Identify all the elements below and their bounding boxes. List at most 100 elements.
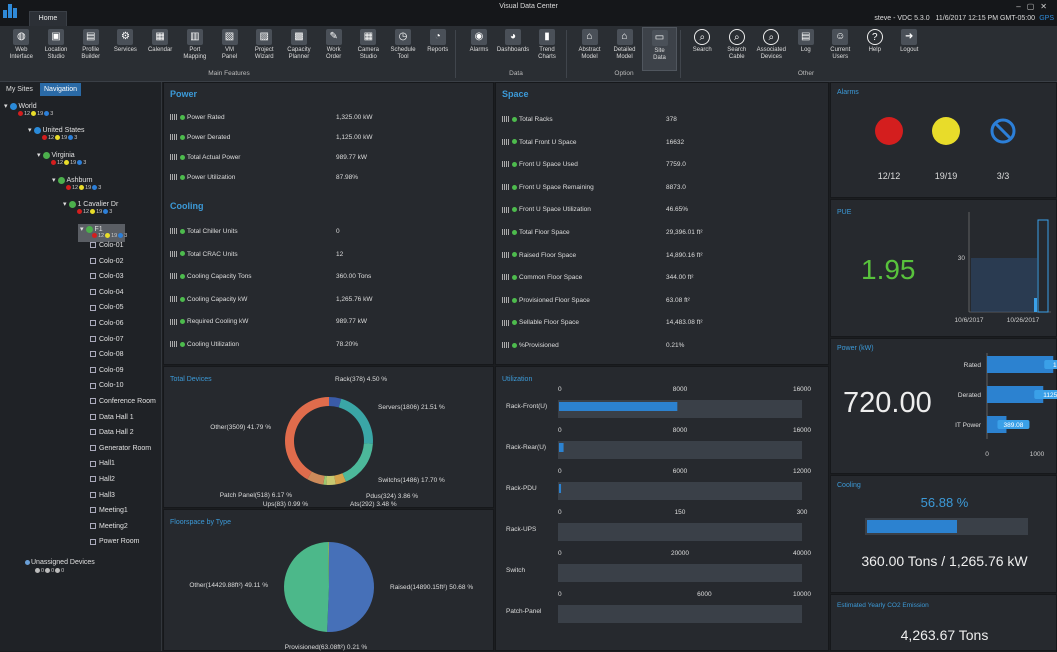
tree-node-f1[interactable]: ▾ F1 [78,224,125,242]
tree-node-unassigned[interactable]: Unassigned Devices [24,559,95,566]
user-button[interactable]: ☺ Current Users [823,27,858,71]
space-metric-row[interactable]: Total Front U Space [502,139,576,146]
tree-room-item[interactable]: Colo-01 [90,242,124,249]
expand-chevron-icon[interactable]: ▾ [37,152,43,159]
tree-node-world[interactable]: ▾ World [4,102,37,110]
mini-chart-icon[interactable] [170,114,178,121]
alarm-button[interactable]: ◉ Alarms [462,27,496,71]
mini-chart-icon[interactable] [502,342,510,349]
space-metric-row[interactable]: Common Floor Space [502,274,582,281]
space-metric-row[interactable]: Total Floor Space [502,229,570,236]
tree-room-item[interactable]: Colo-08 [90,351,124,358]
mini-chart-icon[interactable] [170,341,178,348]
donut-slice[interactable] [323,475,327,485]
power-bar[interactable] [987,356,1054,373]
donut-slice[interactable] [334,473,346,485]
mini-chart-icon[interactable] [170,296,178,303]
clock-button[interactable]: ◷ Schedule Tool [386,27,421,71]
space-metric-row[interactable]: Raised Floor Space [502,252,576,259]
mini-chart-icon[interactable] [502,319,510,326]
power-metric-row[interactable]: Power Derated [170,134,230,141]
power-metric-row[interactable]: Power Utilization [170,174,235,181]
pie-button[interactable]: ◔ Reports [420,27,455,71]
cooling-metric-row[interactable]: Cooling Capacity Tons [170,273,252,280]
tree-node-us[interactable]: ▾ United States [28,126,85,134]
mini-chart-icon[interactable] [170,273,178,280]
search-button[interactable]: ⌕ Search [685,27,720,71]
space-metric-row[interactable]: Front U Space Remaining [502,184,594,191]
util-bar-fill[interactable] [559,402,678,411]
donut-slice[interactable] [326,475,336,485]
cooling-metric-row[interactable]: Cooling Utilization [170,341,239,348]
tree-room-item[interactable]: Colo-05 [90,304,124,311]
help-button[interactable]: ? Help [858,27,893,71]
workorder-button[interactable]: ✎ Work Order [316,27,351,71]
calendar-button[interactable]: ▦ Calendar [143,27,178,71]
tree-room-item[interactable]: Colo-04 [90,289,124,296]
pie-slice[interactable] [328,542,329,587]
port-button[interactable]: ▥ Port Mapping [178,27,213,71]
tree-room-item[interactable]: Meeting1 [90,507,128,514]
donut-slice[interactable] [338,398,373,444]
mini-chart-icon[interactable] [502,184,510,191]
tab-home[interactable]: Home [29,11,67,26]
tree-room-item[interactable]: Conference Room [90,398,156,405]
tree-room-item[interactable]: Hall3 [90,492,115,499]
mini-chart-icon[interactable] [502,274,510,281]
mini-chart-icon[interactable] [502,297,510,304]
tree-room-item[interactable]: Hall2 [90,476,115,483]
chart-button[interactable]: ▮ Trend Charts [530,27,564,71]
donut-slice[interactable] [342,443,373,482]
space-metric-row[interactable]: %Provisioned [502,342,559,349]
mini-chart-icon[interactable] [502,116,510,123]
gauge-button[interactable]: ◕ Dashboards [496,27,530,71]
tree-room-item[interactable]: Hall1 [90,460,115,467]
search-cable-button[interactable]: ⌕ Search Cable [720,27,755,71]
pie-slice[interactable] [283,542,329,632]
tree-room-item[interactable]: Power Room [90,538,139,545]
mini-chart-icon[interactable] [170,318,178,325]
red-alarm-icon[interactable] [875,117,903,145]
window-controls[interactable]: –▢✕ [1016,2,1053,11]
wizard-button[interactable]: ▨ Project Wizard [247,27,282,71]
tree-room-item[interactable]: Generator Room [90,445,151,452]
space-metric-row[interactable]: Front U Space Used [502,161,578,168]
mini-chart-icon[interactable] [170,250,178,257]
blue-alarm-icon[interactable] [989,117,1017,145]
tree-room-item[interactable]: Data Hall 1 [90,414,134,421]
expand-chevron-icon[interactable]: ▾ [28,127,34,134]
pie-slice[interactable] [327,542,374,632]
space-metric-row[interactable]: Sellable Floor Space [502,319,579,326]
donut-slice[interactable] [329,397,342,408]
cooling-metric-row[interactable]: Required Cooling kW [170,318,248,325]
log-button[interactable]: ▤ Log [789,27,824,71]
tab-navigation[interactable]: Navigation [40,83,82,96]
cooling-metric-row[interactable]: Total Chiller Units [170,228,238,235]
cooling-metric-row[interactable]: Total CRAC Units [170,251,238,258]
donut-slice[interactable] [307,471,325,485]
mini-chart-icon[interactable] [502,229,510,236]
power-metric-row[interactable]: Power Rated [170,114,225,121]
mini-chart-icon[interactable] [502,161,510,168]
space-metric-row[interactable]: Provisioned Floor Space [502,297,590,304]
donut-slice[interactable] [285,397,329,480]
cooling-metric-row[interactable]: Cooling Capacity kW [170,296,247,303]
tree-room-item[interactable]: Colo-02 [90,258,124,265]
location-button[interactable]: ▣ Location Studio [39,27,74,71]
tree-room-item[interactable]: Colo-03 [90,273,124,280]
profile-button[interactable]: ▤ Profile Builder [73,27,108,71]
tree-room-item[interactable]: Meeting2 [90,523,128,530]
yellow-alarm-icon[interactable] [932,117,960,145]
devices-button[interactable]: ⌕ Associated Devices [754,27,789,71]
home-button[interactable]: ⌂ Abstract Model [572,27,607,71]
mini-chart-icon[interactable] [502,251,510,258]
monitor-button[interactable]: ▭ Site Data [642,27,677,71]
tree-room-item[interactable]: Data Hall 2 [90,429,134,436]
power-metric-row[interactable]: Total Actual Power [170,154,240,161]
mini-chart-icon[interactable] [170,154,178,161]
tree-node-va[interactable]: ▾ Virginia [37,151,75,159]
mini-chart-icon[interactable] [502,206,510,213]
mini-chart-icon[interactable] [170,228,178,235]
logout-button[interactable]: ➜ Logout [892,27,927,71]
tree-room-item[interactable]: Colo-09 [90,367,124,374]
